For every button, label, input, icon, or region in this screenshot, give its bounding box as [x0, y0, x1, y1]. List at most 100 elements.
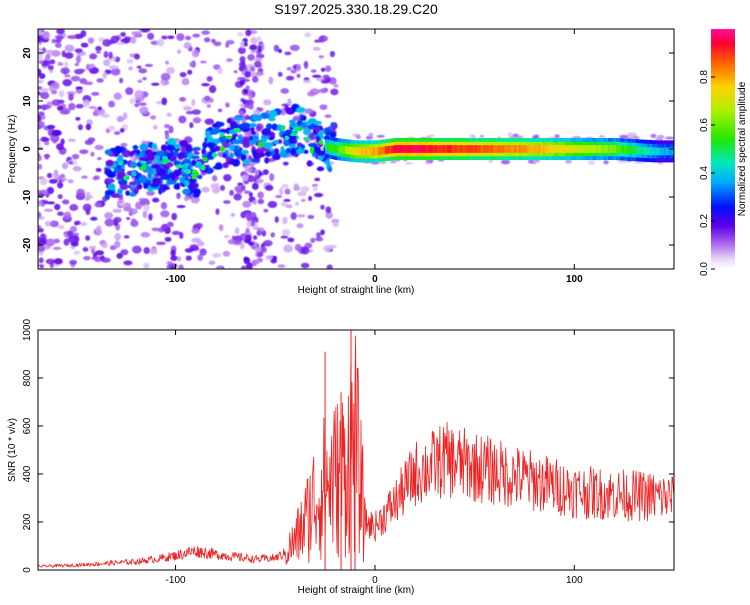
ridge-band-2 [370, 147, 374, 156]
signal-blob [156, 150, 165, 157]
noise-blob [149, 248, 158, 255]
noise-blob [565, 159, 572, 164]
noise-blob [294, 243, 302, 251]
signal-blob [132, 144, 139, 150]
noise-blob [48, 179, 58, 184]
y-tick-label: 400 [22, 465, 33, 482]
signal-blob [104, 149, 112, 156]
noise-blob [77, 124, 83, 131]
noise-blob [82, 99, 90, 108]
noise-blob [116, 42, 125, 46]
ridge-band-2 [614, 145, 617, 153]
ridge-band-2 [618, 145, 621, 154]
noise-blob [253, 60, 262, 68]
noise-blob [251, 182, 259, 190]
noise-blob [170, 266, 176, 269]
ridge-band-2 [434, 145, 438, 153]
hotspot [175, 164, 184, 169]
noise-blob [113, 92, 122, 100]
ridge-band-2 [394, 145, 398, 153]
noise-blob [626, 134, 635, 137]
ridge-band-2 [558, 145, 561, 153]
ridge-band-2 [474, 145, 478, 153]
noise-blob [181, 77, 190, 86]
hotspot [284, 135, 290, 141]
noise-blob [239, 56, 246, 63]
x-tick-label: 100 [566, 575, 583, 586]
ridge-band-2 [468, 145, 472, 153]
signal-blob [302, 149, 309, 154]
noise-blob [262, 169, 269, 175]
noise-blob [279, 187, 284, 196]
noise-blob [120, 249, 129, 256]
signal-blob [330, 122, 335, 129]
noise-blob [45, 258, 56, 265]
noise-blob [257, 191, 265, 199]
noise-blob [664, 136, 674, 140]
noise-blob [38, 73, 46, 79]
noise-blob [60, 138, 65, 146]
noise-blob [313, 192, 324, 198]
ridge-band-2 [634, 146, 637, 155]
signal-blob [139, 143, 149, 151]
ridge-band-2 [488, 145, 492, 153]
noise-blob [212, 252, 222, 258]
signal-blob [202, 141, 208, 149]
signal-blob [232, 139, 243, 145]
signal-blob [189, 178, 196, 184]
ridge-band-2 [534, 145, 538, 153]
noise-blob [143, 247, 151, 254]
noise-blob [38, 79, 44, 84]
noise-blob [203, 37, 211, 43]
noise-blob [333, 83, 339, 88]
noise-blob [296, 73, 301, 79]
signal-blob [268, 117, 276, 122]
signal-blob [229, 121, 238, 129]
signal-blob [315, 126, 321, 133]
signal-blob [241, 149, 249, 155]
noise-blob [222, 250, 231, 257]
noise-blob [53, 238, 60, 244]
noise-blob [283, 198, 291, 203]
ridge-band-2 [604, 145, 607, 153]
ridge-band-2 [486, 145, 490, 153]
noise-blob [94, 250, 105, 256]
signal-blob [191, 159, 197, 167]
noise-blob [650, 133, 657, 138]
noise-blob [283, 244, 294, 253]
ridge-band-2 [478, 145, 482, 153]
noise-blob [240, 184, 246, 191]
noise-blob [254, 169, 259, 176]
noise-blob [312, 46, 321, 51]
noise-blob [244, 71, 251, 78]
signal-blob [240, 122, 251, 129]
noise-blob [120, 31, 126, 37]
noise-blob [129, 36, 137, 44]
snr-frame [37, 329, 675, 571]
ridge-band-2 [408, 145, 412, 153]
noise-blob [87, 37, 95, 44]
noise-blob [201, 186, 210, 193]
signal-blob [301, 115, 307, 122]
hotspot [183, 168, 192, 175]
colorbar-gradient [711, 29, 735, 269]
signal-blob [106, 171, 117, 179]
signal-blob [136, 162, 142, 168]
hotspot [139, 160, 148, 164]
noise-blob [108, 51, 113, 59]
ridge-band-2 [578, 145, 581, 153]
ridge-band-2 [648, 147, 651, 155]
ridge-band-2 [670, 147, 673, 156]
signal-blob [215, 162, 223, 170]
noise-blob [38, 56, 44, 62]
noise-blob [310, 69, 317, 73]
ridge-band-2 [530, 145, 534, 153]
signal-blob [307, 142, 318, 148]
ridge-band-2 [450, 145, 454, 153]
signal-blob [296, 106, 306, 113]
noise-blob [44, 220, 51, 227]
noise-blob [587, 160, 596, 166]
noise-blob [152, 125, 158, 130]
ridge-band-2 [532, 145, 536, 153]
noise-blob [166, 112, 172, 117]
